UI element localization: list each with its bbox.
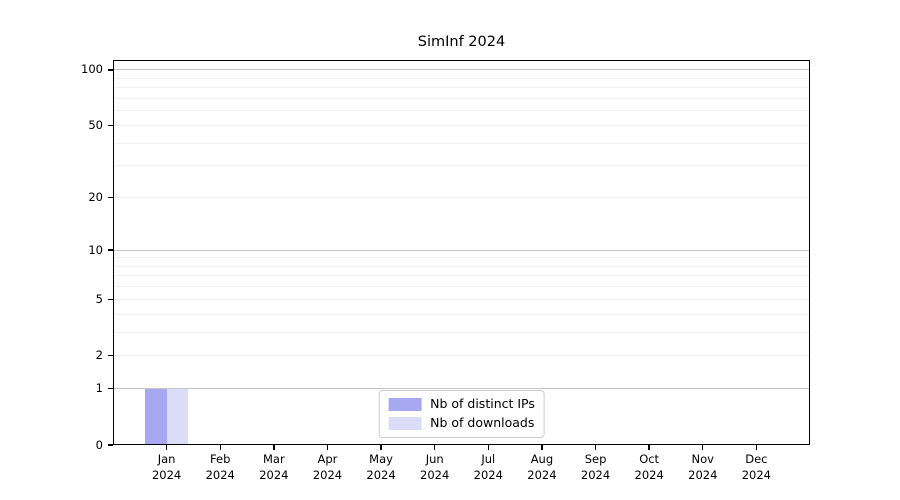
minor-gridline: [113, 142, 810, 144]
legend-label: Nb of downloads: [430, 415, 535, 430]
x-tick-year: 2024: [420, 467, 450, 482]
x-tick-month: Apr: [317, 452, 338, 466]
x-tick-month: Jul: [481, 452, 496, 466]
legend-item: Nb of downloads: [388, 416, 535, 430]
x-tick-month: Aug: [530, 452, 554, 466]
minor-gridline: [113, 355, 810, 357]
x-tick-year: 2024: [151, 467, 182, 482]
major-gridline: [113, 388, 810, 390]
legend-item: Nb of distinct IPs: [388, 397, 535, 411]
x-tick-year: 2024: [580, 467, 611, 482]
x-tick-mark: [380, 445, 382, 450]
y-tick-mark: [108, 354, 113, 357]
x-tick-month: Jan: [157, 452, 176, 466]
x-tick-label: Jul 2024: [456, 452, 520, 483]
x-tick-month: Nov: [691, 452, 714, 466]
x-tick-month: Mar: [262, 452, 285, 466]
y-tick-mark: [108, 387, 113, 390]
y-tick-mark: [108, 69, 113, 71]
x-tick-year: 2024: [259, 467, 289, 482]
minor-gridline: [113, 331, 810, 333]
x-tick-month: May: [369, 452, 393, 466]
plot-area: 0 1 2 5 10 20 50 100 Jan 2024 Feb 2024 Mar 2024 Apr 202…: [81, 60, 810, 482]
x-tick-mark: [273, 445, 275, 450]
x-tick-mark: [755, 445, 758, 450]
x-tick-year: 2024: [527, 467, 557, 482]
x-tick-label: May 2024: [349, 452, 413, 483]
x-tick-year: 2024: [205, 467, 235, 482]
x-tick-month: Jun: [425, 452, 444, 466]
minor-gridline: [113, 275, 810, 277]
y-tick-mark: [108, 298, 113, 301]
y-tick-label: 100: [81, 62, 103, 77]
x-tick-year: 2024: [688, 467, 718, 482]
legend: Nb of distinct IPs Nb of downloads: [378, 390, 545, 438]
x-tick-mark: [433, 445, 436, 450]
x-tick-label: Feb 2024: [188, 452, 252, 483]
x-tick-mark: [219, 445, 221, 450]
x-tick-label: Dec 2024: [724, 452, 788, 483]
x-tick-year: 2024: [312, 467, 343, 482]
x-tick-label: Sep 2024: [564, 452, 628, 483]
x-tick-label: Apr 2024: [295, 452, 359, 483]
y-tick-label: 50: [88, 117, 103, 132]
x-tick-mark: [648, 445, 650, 450]
x-tick-year: 2024: [366, 467, 396, 482]
y-tick-mark: [108, 196, 113, 199]
x-tick-label: Aug 2024: [510, 452, 574, 483]
x-tick-label: Jun 2024: [403, 452, 467, 483]
x-tick-month: Sep: [584, 452, 607, 466]
minor-gridline: [113, 298, 810, 300]
y-tick-label: 2: [95, 348, 103, 363]
x-tick-year: 2024: [473, 467, 503, 482]
x-tick-mark: [541, 445, 543, 450]
major-gridline: [113, 249, 810, 251]
legend-label: Nb of distinct IPs: [430, 396, 535, 411]
minor-gridline: [113, 286, 810, 288]
y-tick-label: 1: [95, 381, 103, 396]
chart-title: SimInf 2024: [417, 34, 506, 50]
x-tick-mark: [326, 445, 329, 450]
minor-gridline: [113, 97, 810, 99]
y-tick-mark: [108, 444, 113, 446]
x-tick-label: Nov 2024: [671, 452, 735, 483]
x-tick-mark: [165, 445, 168, 450]
y-tick-label: 0: [95, 437, 103, 452]
x-tick-year: 2024: [634, 467, 664, 482]
minor-gridline: [113, 265, 810, 267]
minor-gridline: [113, 165, 810, 167]
y-tick-mark: [108, 249, 113, 251]
x-tick-mark: [594, 445, 597, 450]
legend-swatch: [388, 397, 422, 411]
x-tick-month: Feb: [210, 452, 231, 466]
minor-gridline: [113, 77, 810, 79]
bar-jan-distinct-ips: [145, 388, 167, 445]
bar-jan-downloads: [166, 388, 189, 445]
y-tick-label: 10: [88, 242, 103, 257]
x-tick-label: Mar 2024: [242, 452, 306, 483]
y-tick-label: 20: [88, 190, 103, 204]
x-tick-mark: [702, 445, 704, 450]
minor-gridline: [113, 197, 810, 198]
x-tick-month: Dec: [745, 452, 768, 466]
y-tick-label: 5: [95, 291, 103, 306]
minor-gridline: [113, 313, 810, 315]
minor-gridline: [113, 110, 810, 112]
x-tick-label: Jan 2024: [135, 452, 199, 483]
y-tick-mark: [108, 124, 113, 127]
minor-gridline: [113, 257, 810, 259]
minor-gridline: [113, 87, 810, 89]
x-tick-mark: [487, 445, 489, 450]
x-tick-month: Oct: [639, 452, 660, 466]
x-tick-label: Oct 2024: [617, 452, 681, 483]
legend-swatch: [388, 416, 422, 430]
x-tick-year: 2024: [741, 467, 772, 482]
major-gridline: [113, 69, 810, 71]
minor-gridline: [113, 124, 810, 126]
